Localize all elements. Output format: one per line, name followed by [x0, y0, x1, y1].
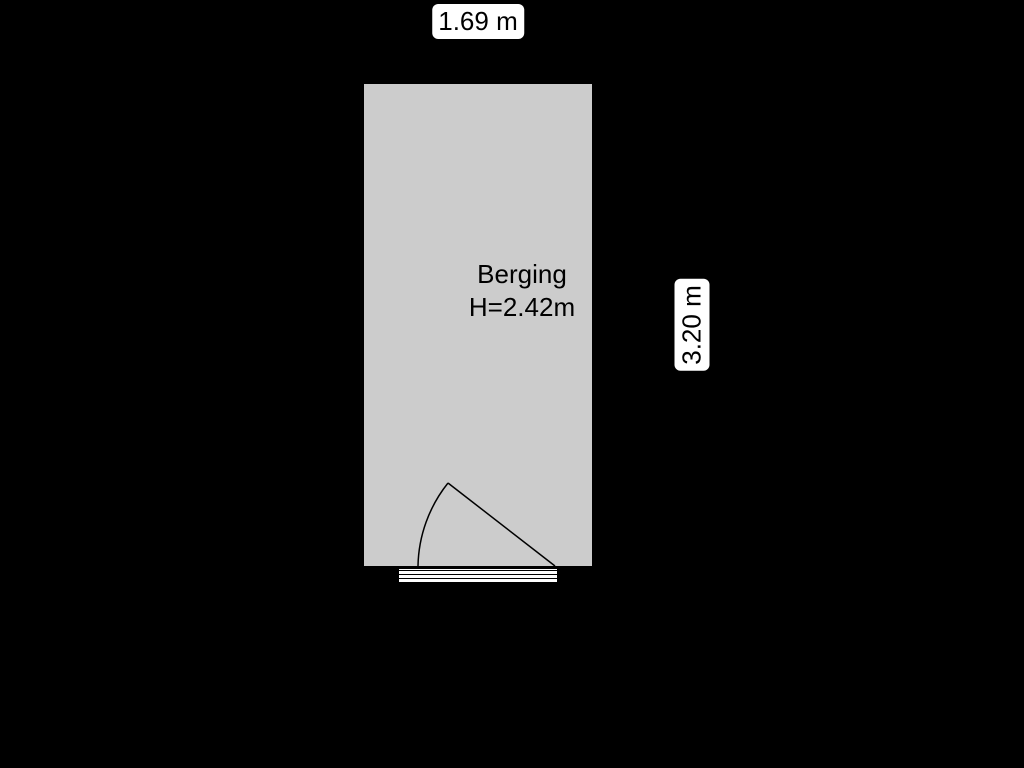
room-label: Berging H=2.42m: [469, 258, 575, 323]
floorplan-canvas: Berging H=2.42m 1.69 m 3.20 m: [0, 0, 1024, 768]
door-threshold: [398, 568, 558, 584]
dimension-height-label: 3.20 m: [675, 279, 710, 371]
room-name-text: Berging: [477, 259, 567, 289]
dimension-width-label: 1.69 m: [432, 4, 524, 39]
room-height-text: H=2.42m: [469, 292, 575, 322]
door-swing-icon: [414, 479, 559, 570]
